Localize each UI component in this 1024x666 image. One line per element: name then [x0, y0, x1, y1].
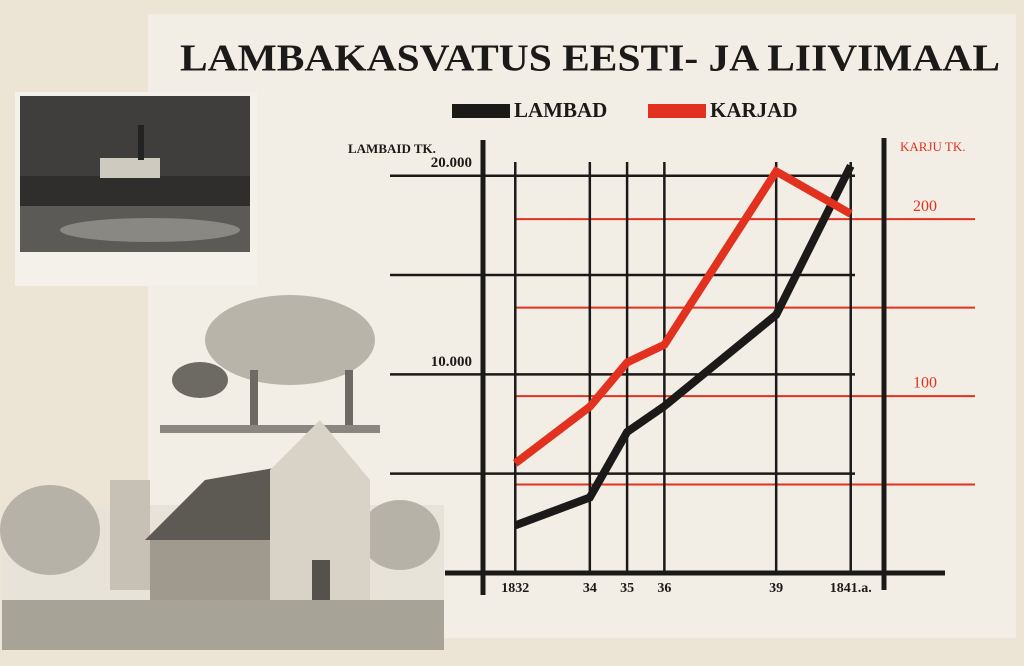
y2-tick-label: 100 — [913, 375, 937, 392]
plot: 10.000 20.000 100 200 1832 34 35 36 39 1841.a. LAM… — [390, 98, 975, 596]
y-axis-label: LAMBAID TK. — [348, 141, 436, 156]
y-tick-label: 20.000 — [431, 155, 472, 171]
x-tick-label: 1832 — [501, 581, 529, 596]
x-tick-label: 34 — [583, 581, 597, 596]
series-line — [512, 166, 853, 467]
x-tick-label: 35 — [620, 581, 634, 596]
y-tick-label: 10.000 — [431, 354, 472, 370]
y2-tick-label: 200 — [913, 198, 937, 215]
legend-label: LAMBAD — [514, 98, 607, 122]
legend-swatch — [648, 104, 706, 118]
x-tick-label: 36 — [657, 581, 671, 596]
legend-label: KARJAD — [710, 98, 798, 122]
legend-swatch — [452, 104, 510, 118]
sheep-drawing — [160, 295, 380, 433]
series-line — [513, 164, 855, 530]
x-tick-label: 1841.a. — [830, 581, 872, 596]
photo-manor — [15, 92, 257, 286]
y2-axis-label: KARJU TK. — [900, 139, 966, 154]
chart-title: LAMBAKASVATUS EESTI- JA LIIVIMAAL — [180, 38, 1000, 80]
church-drawing — [0, 420, 444, 650]
x-tick-label: 39 — [769, 581, 783, 596]
